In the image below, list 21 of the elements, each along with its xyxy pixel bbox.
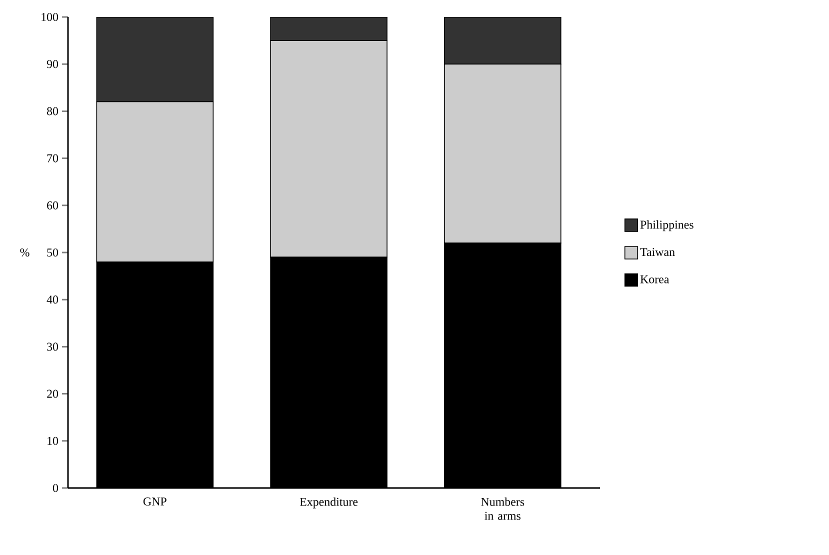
y-tick-label: 90 xyxy=(46,60,58,68)
y-tick-label: 70 xyxy=(47,154,58,162)
x-tick-label: Expenditure xyxy=(300,497,358,508)
x-tick-label: GNP xyxy=(143,497,166,506)
legend-label: Taiwan xyxy=(640,248,675,256)
y-tick-label: 20 xyxy=(47,390,58,398)
y-tick-label: 10 xyxy=(48,436,58,445)
y-tick-label: 0 xyxy=(52,484,58,492)
y-tick-label: 30 xyxy=(47,342,58,351)
bar xyxy=(270,16,388,41)
y-axis-title: % xyxy=(20,248,30,257)
y-tick-label: 50 xyxy=(47,248,58,257)
bar xyxy=(96,16,214,102)
y-tick-label: 60 xyxy=(47,201,58,210)
y-tick-label: 100 xyxy=(42,12,58,22)
y-tick-label: 40 xyxy=(46,296,58,304)
bar xyxy=(444,16,562,64)
y-tick-label: 80 xyxy=(47,107,58,116)
legend-label: Korea xyxy=(640,275,670,284)
x-tick-label: Numbers in arms xyxy=(481,497,524,520)
legend-label: Philippines xyxy=(640,220,694,232)
